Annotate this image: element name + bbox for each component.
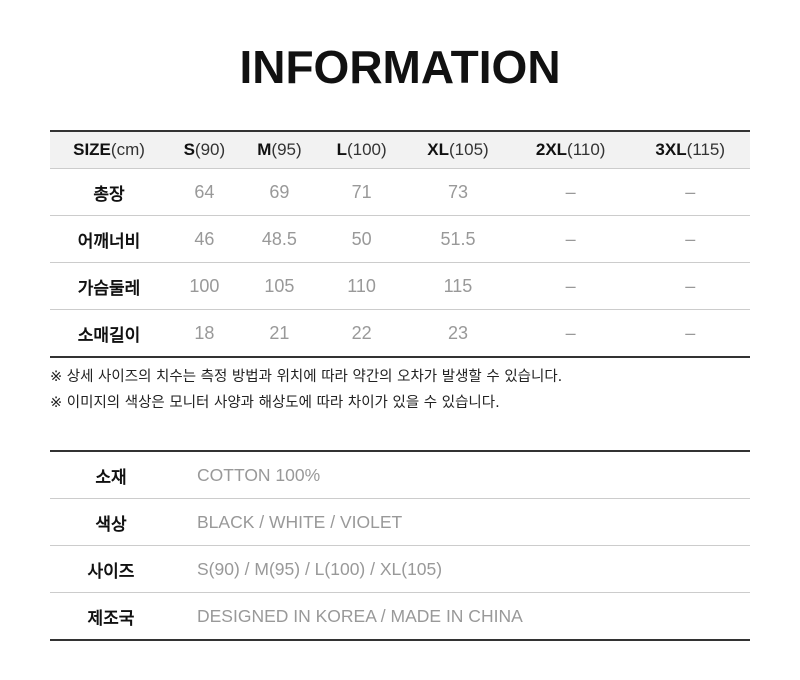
size-value: 115 (405, 262, 511, 310)
table-row: 총장 64 69 71 73– – (50, 168, 750, 216)
size-value: – (630, 168, 750, 216)
row-label: 소매길이 (77, 325, 141, 346)
header-cell: 3XL(115) (630, 131, 750, 169)
size-value: 100 (168, 262, 241, 310)
table-row: 소재 COTTON 100% (50, 451, 750, 499)
table-row: 소매길이 18 21 22 23 – – (50, 310, 750, 358)
size-value: 110 (318, 262, 406, 310)
size-value: 21 (269, 322, 290, 343)
size-value: – (630, 262, 750, 310)
info-value: BLACK / WHITE / VIOLET (172, 498, 750, 546)
size-value: – (630, 215, 750, 263)
info-label: 소재 (50, 451, 172, 499)
size-value: – (510, 215, 631, 263)
table-row: 사이즈 S(90) / M(95) / L(100) / XL(105) (50, 545, 750, 593)
table-row: 색상 BLACK / WHITE / VIOLET (50, 498, 750, 546)
header-cell: L(100) (318, 131, 406, 169)
size-value: – (510, 168, 631, 216)
note: ※ 상세 사이즈의 치수는 측정 방법과 위치에 따라 약간의 오차가 발생할 … (50, 369, 563, 385)
info-value: DESIGNED IN KOREA / MADE IN CHINA (197, 605, 523, 626)
info-value: COTTON 100% (172, 451, 750, 499)
size-value: – (510, 262, 631, 310)
size-value: – (565, 322, 576, 343)
size-value: 71 (318, 168, 406, 216)
size-value: 51.5 (405, 215, 511, 263)
size-header-row: SIZE(cm) S(90) M(95) L(100) XL(105) 2XL(… (50, 131, 750, 169)
header-cell: XL(105) (405, 131, 511, 169)
notes: ※ 상세 사이즈의 치수는 측정 방법과 위치에 따라 약간의 오차가 발생할 … (50, 364, 562, 416)
row-label: 가슴둘레 (50, 262, 168, 310)
size-value: 50 (318, 215, 406, 263)
size-value: 22 (351, 322, 372, 343)
page-title: INFORMATION (239, 41, 561, 93)
info-table: 소재 COTTON 100% 색상 BLACK / WHITE / VIOLET 사이즈… (50, 450, 750, 641)
note: ※ 이미지의 색상은 모니터 사양과 해상도에 따라 차이가 있을 수 있습니다… (50, 395, 500, 411)
row-label: 총장 (50, 168, 168, 216)
size-value: 48.5 (240, 215, 319, 263)
size-value: 18 (194, 322, 215, 343)
header-cell: SIZE(cm) (50, 131, 168, 169)
table-row: 어깨너비 46 48.5 50 51.5– – (50, 215, 750, 263)
row-label: 어깨너비 (50, 215, 168, 263)
size-value: 46 (168, 215, 241, 263)
size-value: – (685, 322, 696, 343)
header-cell: S(90) (168, 131, 241, 169)
size-value: 64 (168, 168, 241, 216)
size-value: 23 (447, 322, 468, 343)
info-value: S(90) / M(95) / L(100) / XL(105) (172, 545, 750, 593)
size-value: 105 (240, 262, 319, 310)
header-cell: 2XL(110) (510, 131, 631, 169)
info-label: 색상 (50, 498, 172, 546)
size-table: SIZE(cm) S(90) M(95) L(100) XL(105) 2XL(… (50, 130, 750, 358)
table-row: 가슴둘레 100 105 110 115– – (50, 262, 750, 310)
info-label: 제조국 (87, 608, 135, 629)
size-value: 69 (240, 168, 319, 216)
info-label: 사이즈 (50, 545, 172, 593)
size-value: 73 (405, 168, 511, 216)
header-cell: M(95) (240, 131, 319, 169)
table-row: 제조국 DESIGNED IN KOREA / MADE IN CHINA (50, 593, 750, 641)
